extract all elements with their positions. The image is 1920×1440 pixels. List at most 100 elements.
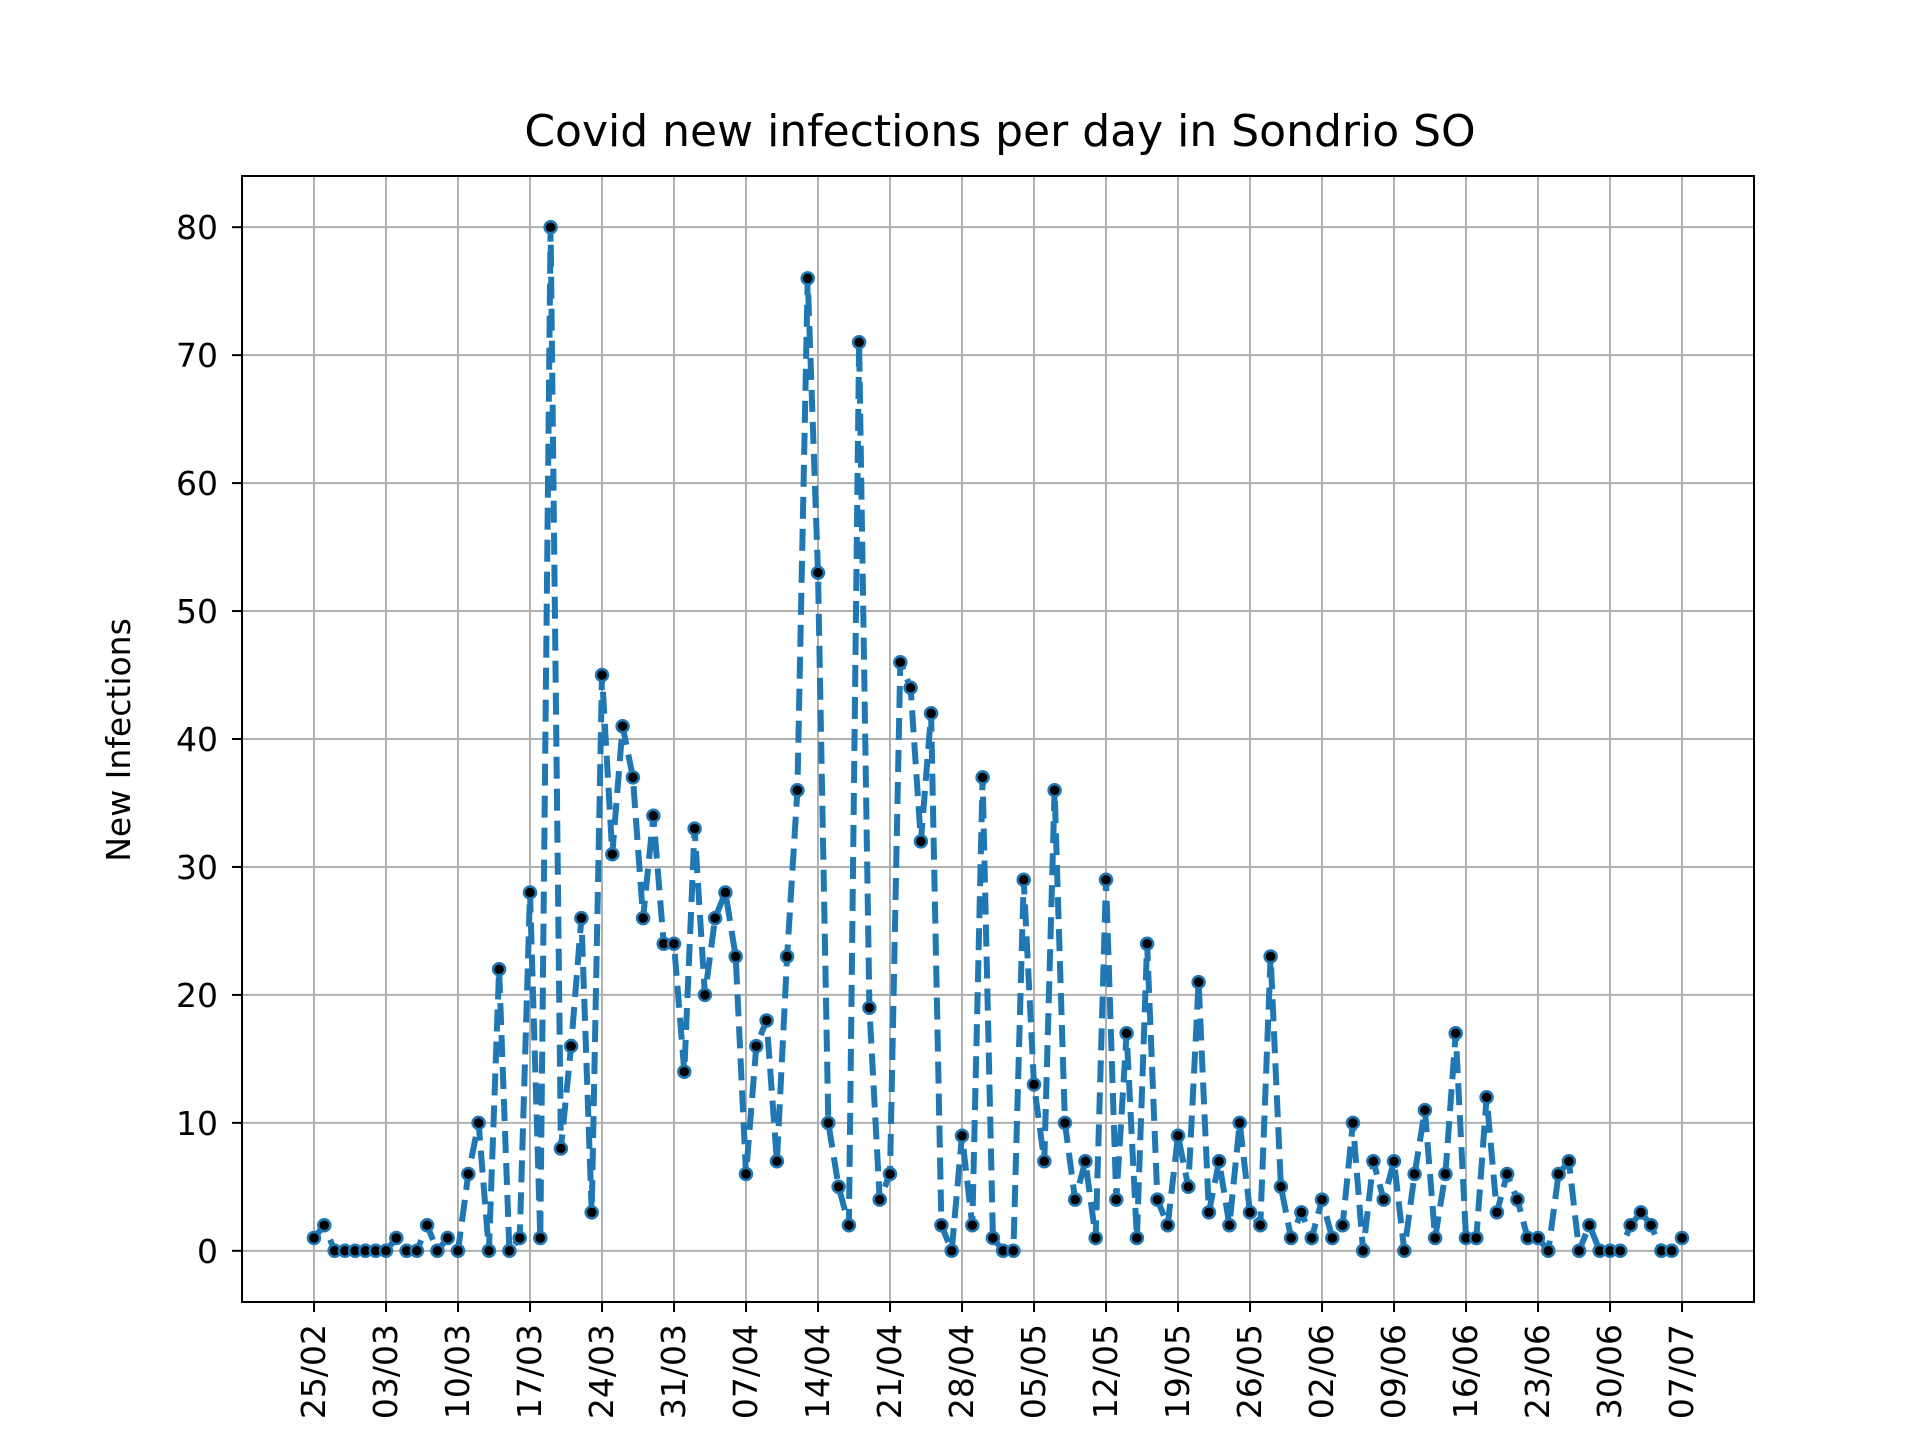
data-point: [1006, 1243, 1021, 1259]
data-point: [821, 1115, 836, 1131]
data-point: [800, 271, 815, 286]
data-point: [1150, 1192, 1165, 1207]
data-point: [389, 1230, 404, 1246]
y-tick-label: 10: [176, 1104, 218, 1143]
data-point: [841, 1217, 857, 1233]
data-point: [965, 1217, 980, 1233]
y-tick-label: 50: [176, 592, 218, 631]
data-point: [1510, 1192, 1525, 1207]
data-point: [677, 1064, 692, 1079]
data-point: [985, 1230, 1001, 1246]
x-tick-label: 21/04: [870, 1324, 909, 1419]
x-tick-label: 12/05: [1086, 1324, 1125, 1419]
data-point: [893, 654, 908, 670]
data-point: [1304, 1230, 1319, 1246]
grid-lines: [242, 176, 1754, 1302]
data-point: [1273, 1179, 1289, 1195]
data-point: [923, 706, 939, 721]
data-point: [1026, 1077, 1042, 1092]
data-point: [1098, 872, 1114, 888]
x-tick-label: 10/03: [438, 1324, 477, 1419]
data-point: [718, 885, 733, 900]
data-point: [1109, 1192, 1124, 1207]
data-point: [1366, 1154, 1381, 1169]
data-point: [1129, 1230, 1145, 1246]
data-point: [1325, 1230, 1340, 1246]
x-tick-label: 16/06: [1446, 1324, 1485, 1419]
series-layer: [306, 219, 1690, 1259]
x-axis: 25/02 03/03 10/03 17/03 24/03 31/03 07/04 14/04…: [294, 1302, 1701, 1419]
data-point: [975, 770, 990, 785]
data-point: [1170, 1128, 1186, 1143]
data-point: [1469, 1230, 1484, 1246]
data-point: [738, 1166, 754, 1182]
data-point: [697, 987, 713, 1003]
data-point: [1078, 1154, 1093, 1169]
y-axis-label: New Infections: [99, 618, 138, 862]
data-point: [471, 1115, 486, 1131]
x-tick-label: 07/07: [1662, 1324, 1701, 1419]
data-point: [635, 910, 651, 926]
data-point: [1119, 1026, 1134, 1041]
data-point: [934, 1217, 949, 1233]
data-point: [749, 1038, 764, 1054]
data-point: [563, 1038, 579, 1054]
x-tick-label: 31/03: [654, 1324, 693, 1419]
data-point: [481, 1243, 497, 1259]
data-point: [707, 910, 723, 926]
data-point: [1417, 1102, 1433, 1118]
data-point: [1181, 1179, 1196, 1195]
data-point: [1448, 1026, 1463, 1041]
data-point: [1211, 1154, 1227, 1169]
data-point: [1582, 1217, 1597, 1233]
data-point: [502, 1243, 517, 1259]
data-point: [903, 680, 918, 696]
y-tick-label: 60: [176, 464, 218, 503]
x-tick-label: 23/06: [1518, 1324, 1557, 1419]
data-point: [1664, 1243, 1679, 1259]
data-point: [1623, 1217, 1638, 1233]
data-point: [1643, 1217, 1659, 1233]
data-point: [615, 718, 630, 734]
data-point: [1376, 1192, 1391, 1207]
data-point: [1345, 1115, 1361, 1131]
data-point: [306, 1230, 322, 1246]
data-point: [882, 1166, 898, 1182]
data-point: [1427, 1230, 1443, 1246]
data-point: [440, 1230, 455, 1246]
data-point: [605, 846, 620, 862]
data-point: [1201, 1205, 1217, 1220]
data-point: [1037, 1154, 1052, 1169]
data-point: [1613, 1243, 1628, 1259]
x-tick-label: 09/06: [1374, 1324, 1413, 1419]
data-point: [1314, 1192, 1330, 1207]
data-point: [1263, 949, 1278, 964]
data-point: [461, 1166, 476, 1182]
x-tick-label: 19/05: [1158, 1324, 1197, 1419]
x-tick-label: 30/06: [1590, 1324, 1629, 1419]
data-point: [409, 1243, 425, 1259]
data-point: [1561, 1154, 1577, 1169]
data-point: [1397, 1243, 1412, 1259]
data-point: [625, 770, 641, 785]
chart-title: Covid new infections per day in Sondrio …: [524, 106, 1475, 157]
data-point: [954, 1128, 970, 1143]
data-point: [1335, 1217, 1350, 1233]
x-tick-label: 14/04: [798, 1324, 837, 1419]
data-point: [1160, 1217, 1175, 1233]
data-point: [317, 1217, 332, 1233]
data-point: [1283, 1230, 1299, 1246]
data-point: [594, 667, 610, 683]
y-tick-label: 30: [176, 848, 218, 887]
data-point: [872, 1192, 887, 1207]
data-point: [851, 335, 867, 350]
data-point: [378, 1243, 394, 1259]
data-point: [1541, 1243, 1556, 1259]
data-point: [666, 936, 682, 951]
data-point: [543, 219, 558, 235]
data-point: [491, 962, 507, 977]
data-point: [1047, 782, 1062, 798]
data-point: [1222, 1217, 1237, 1233]
x-tick-label: 05/05: [1014, 1324, 1053, 1419]
